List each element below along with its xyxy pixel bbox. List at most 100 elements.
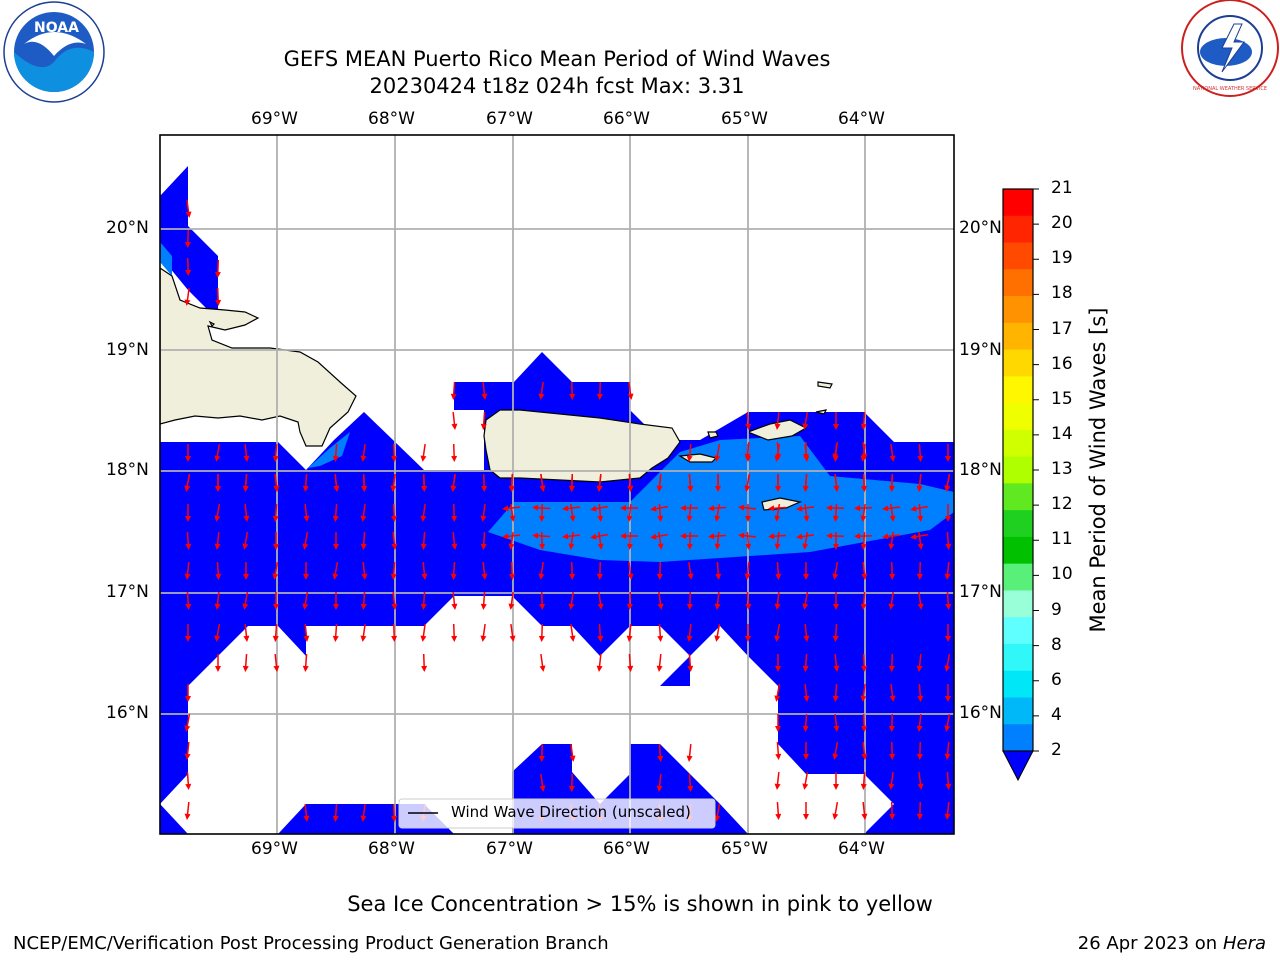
wind-arrow <box>686 503 693 522</box>
lon-label-top: 66°W <box>603 109 650 129</box>
wind-arrow <box>944 561 951 580</box>
wind-arrow <box>360 623 367 642</box>
lat-label-right: 16°N <box>959 703 1002 723</box>
wind-arrow <box>803 623 810 642</box>
wind-arrow <box>944 713 951 732</box>
wind-arrow <box>826 532 845 539</box>
wind-arrow <box>627 561 634 580</box>
wind-arrow <box>597 503 604 522</box>
wind-arrow <box>333 592 339 610</box>
wind-arrow <box>861 801 868 820</box>
wind-arrow <box>185 684 191 702</box>
wind-arrow <box>214 591 221 610</box>
wind-arrow <box>945 624 951 642</box>
wind-arrow <box>214 259 221 278</box>
wind-arrow <box>481 473 488 492</box>
wind-arrow <box>714 591 721 610</box>
wind-arrow <box>802 591 809 610</box>
colorbar-segment <box>1003 269 1033 297</box>
wind-arrow <box>796 505 815 512</box>
wind-arrow <box>242 591 249 610</box>
wind-arrow <box>332 561 339 580</box>
wind-arrow <box>450 561 457 580</box>
wind-arrow <box>420 503 427 522</box>
wind-arrow <box>888 531 895 550</box>
wind-arrow <box>620 533 638 539</box>
wind-arrow <box>744 473 751 492</box>
wind-arrow <box>481 381 488 400</box>
wind-arrow <box>569 623 576 642</box>
wind-arrow <box>509 503 516 522</box>
wind-arrow <box>657 503 664 522</box>
colorbar <box>1002 188 1039 782</box>
wind-arrow <box>303 562 309 580</box>
colorbar-tick-label: 12 <box>1051 494 1073 515</box>
wind-arrow <box>860 683 867 702</box>
wind-arrow <box>832 441 839 460</box>
wind-arrow <box>360 591 367 610</box>
wind-arrow <box>243 503 250 522</box>
wind-arrow <box>215 474 221 492</box>
wind-arrow <box>917 771 924 790</box>
wind-arrow <box>775 654 781 672</box>
wind-arrow <box>390 473 397 492</box>
lon-label-bottom: 65°W <box>721 839 768 859</box>
wind-arrow <box>361 561 368 580</box>
wind-arrow <box>627 381 634 400</box>
wind-arrow <box>596 473 603 492</box>
footer-date: 26 Apr 2023 on Hera <box>1078 933 1266 954</box>
wind-arrow <box>744 561 751 580</box>
wind-arrow <box>568 531 575 550</box>
wind-arrow <box>333 532 339 550</box>
wind-arrow <box>774 531 781 550</box>
colorbar-segment <box>1003 617 1033 645</box>
wind-arrow <box>802 653 809 672</box>
wind-arrow <box>242 473 249 492</box>
wind-arrow <box>361 473 368 492</box>
colorbar-segment <box>1003 322 1033 351</box>
wind-arrow <box>184 287 191 306</box>
wind-arrow <box>854 533 873 540</box>
colorbar-tick-label: 16 <box>1051 353 1073 374</box>
wind-arrow <box>360 531 367 550</box>
wind-arrow <box>451 503 458 522</box>
wind-arrow <box>391 443 398 462</box>
wind-arrow <box>184 229 191 248</box>
wind-arrow <box>508 531 515 550</box>
wind-arrow <box>303 503 310 522</box>
colorbar-tick-label: 13 <box>1051 459 1073 479</box>
colorbar-segment <box>1003 376 1033 404</box>
map-plot-area <box>160 135 954 834</box>
wind-arrow <box>945 684 951 702</box>
wind-arrow <box>802 531 809 550</box>
wind-arrow <box>687 773 694 792</box>
map-subtitle: 20230424 t18z 024h fcst Max: 3.31 <box>369 74 745 98</box>
wind-arrow <box>480 503 487 522</box>
wind-arrow <box>833 412 839 430</box>
wind-arrow <box>888 771 895 790</box>
wind-arrow <box>916 801 923 820</box>
wind-arrow <box>657 743 664 762</box>
wind-arrow <box>888 653 895 672</box>
wind-arrow <box>944 801 951 820</box>
wind-arrow <box>596 381 603 400</box>
wind-arrow <box>686 743 693 762</box>
wind-arrow <box>945 591 952 610</box>
colorbar-label: Mean Period of Wind Waves [s] <box>1086 307 1110 633</box>
wind-arrow <box>185 531 192 550</box>
wind-arrow <box>888 591 895 610</box>
wind-arrow <box>451 531 458 550</box>
wind-arrow <box>889 741 896 760</box>
wind-arrow <box>774 503 781 522</box>
wind-arrow <box>626 503 633 522</box>
wind-arrow <box>656 473 663 492</box>
wind-arrow <box>562 505 581 512</box>
wind-arrow <box>391 503 398 522</box>
wind-arrow <box>568 591 575 610</box>
wind-arrow <box>391 531 398 550</box>
wind-arrow <box>656 773 663 792</box>
wind-arrow <box>480 411 487 430</box>
arrow-legend <box>398 798 716 829</box>
wind-arrow <box>568 773 575 792</box>
wind-arrow <box>332 623 339 642</box>
